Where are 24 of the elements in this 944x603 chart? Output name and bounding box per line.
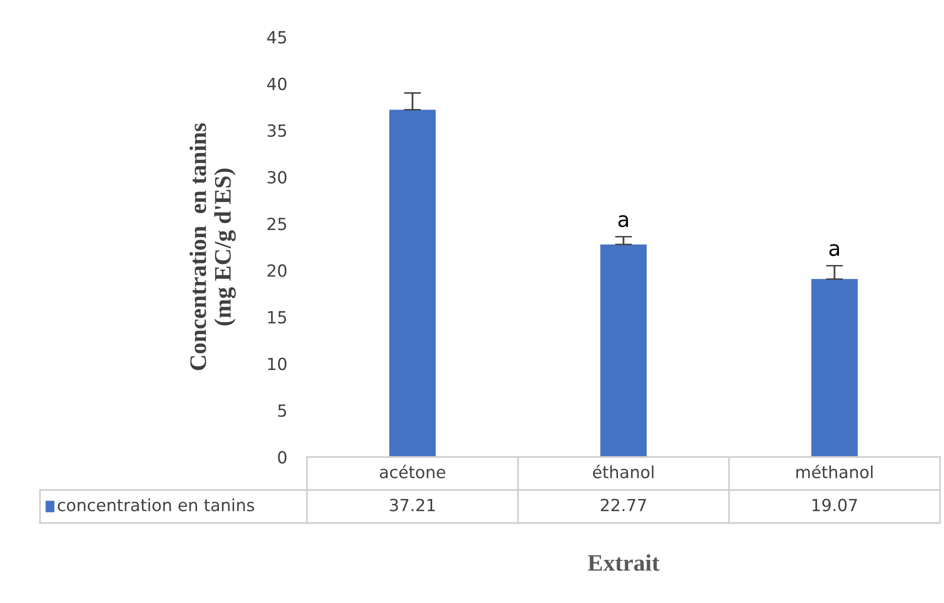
data-label: 37.21 <box>390 498 435 512</box>
y-tick-label: 40 <box>267 78 286 90</box>
legend-label: concentration en tanins <box>58 498 254 512</box>
y-tick-label: 0 <box>278 450 286 464</box>
x-axis-title: Extrait <box>588 554 660 571</box>
y-tick-label: 30 <box>268 170 286 184</box>
annotation: a <box>618 215 628 228</box>
y-tick-label: 5 <box>278 404 286 417</box>
x-tick-label: acétone <box>380 464 446 478</box>
y-tick-label: 25 <box>268 218 286 230</box>
bar <box>811 279 858 457</box>
y-tick-label: 15 <box>268 311 286 324</box>
bar <box>600 244 647 457</box>
y-tick-label: 45 <box>267 31 286 44</box>
y-tick-label: 20 <box>268 264 286 277</box>
data-label: 22.77 <box>600 498 646 512</box>
x-tick-label: éthanol <box>592 464 654 478</box>
y-tick-label: 35 <box>268 124 286 137</box>
y-tick-label: 10 <box>268 358 286 370</box>
x-tick-label: méthanol <box>796 464 873 478</box>
bar <box>389 110 436 457</box>
y-axis-title: Concentration en tanins (mg EC/g d'ES) <box>190 123 236 370</box>
annotation: a <box>829 244 839 256</box>
data-label: 19.07 <box>812 498 857 512</box>
